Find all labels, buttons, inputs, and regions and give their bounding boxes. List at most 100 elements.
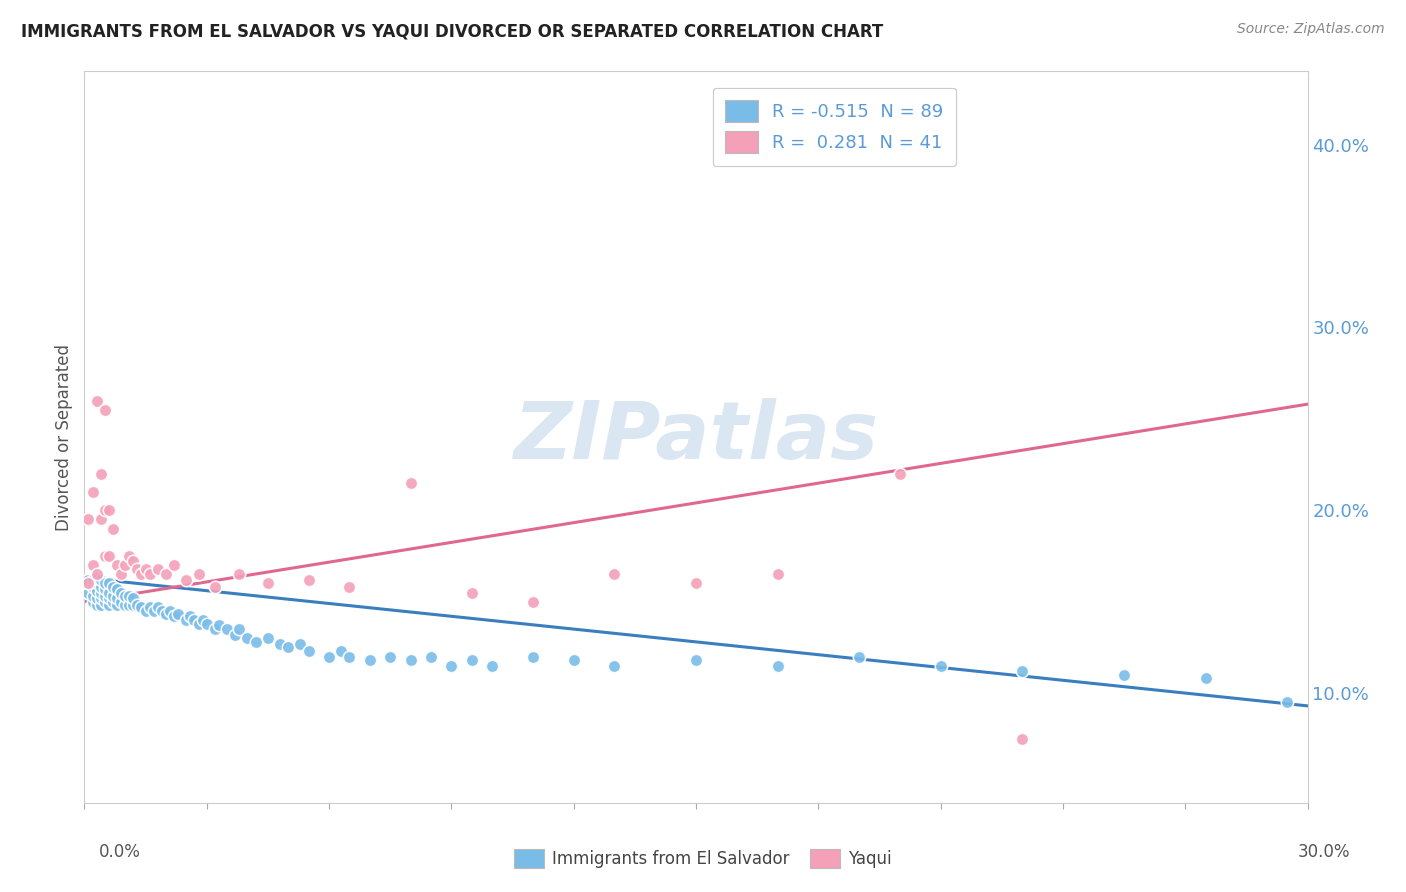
Point <box>399 653 422 667</box>
Point <box>114 589 136 603</box>
Point <box>127 599 149 613</box>
Point <box>163 558 186 573</box>
Point <box>127 562 149 576</box>
Point <box>150 604 173 618</box>
Point <box>90 599 112 613</box>
Point <box>97 503 120 517</box>
Point <box>101 589 124 603</box>
Point <box>848 649 870 664</box>
Point <box>217 622 239 636</box>
Point <box>461 585 484 599</box>
Point <box>93 576 115 591</box>
Text: 0.0%: 0.0% <box>98 843 141 861</box>
Point <box>1011 664 1033 678</box>
Point <box>269 637 291 651</box>
Point <box>97 591 120 605</box>
Point <box>461 653 484 667</box>
Point <box>118 589 141 603</box>
Point <box>245 635 267 649</box>
Point <box>929 658 952 673</box>
Point <box>889 467 911 481</box>
Point <box>77 585 100 599</box>
Point <box>118 599 141 613</box>
Point <box>135 562 157 576</box>
Y-axis label: Divorced or Separated: Divorced or Separated <box>55 343 73 531</box>
Point <box>90 467 112 481</box>
Point <box>766 567 789 582</box>
Point <box>138 600 160 615</box>
Point <box>77 576 100 591</box>
Point <box>105 599 128 613</box>
Point <box>86 571 108 585</box>
Text: Source: ZipAtlas.com: Source: ZipAtlas.com <box>1237 22 1385 37</box>
Point <box>163 609 186 624</box>
Point <box>183 613 205 627</box>
Point <box>90 512 112 526</box>
Point <box>90 585 112 599</box>
Point <box>228 622 250 636</box>
Point <box>1011 731 1033 746</box>
Point <box>562 653 585 667</box>
Point <box>114 558 136 573</box>
Point <box>122 591 145 605</box>
Point <box>766 658 789 673</box>
Point <box>298 644 321 658</box>
Point <box>420 649 443 664</box>
Point <box>101 521 124 535</box>
Point <box>204 580 226 594</box>
Point <box>110 594 132 608</box>
Point <box>522 649 544 664</box>
Point <box>155 607 177 622</box>
Point <box>339 649 361 664</box>
Point <box>380 649 402 664</box>
Point <box>77 573 100 587</box>
Point <box>97 585 120 599</box>
Point <box>90 591 112 605</box>
Point <box>105 582 128 596</box>
Point <box>118 549 141 563</box>
Point <box>138 567 160 582</box>
Point <box>330 644 353 658</box>
Point <box>399 475 422 490</box>
Point <box>86 591 108 605</box>
Point <box>187 616 209 631</box>
Point <box>110 585 132 599</box>
Point <box>93 594 115 608</box>
Point <box>97 549 120 563</box>
Point <box>204 622 226 636</box>
Point <box>135 604 157 618</box>
Point <box>290 637 312 651</box>
Point <box>685 576 707 591</box>
Point <box>97 576 120 591</box>
Point <box>1195 672 1218 686</box>
Point <box>86 583 108 598</box>
Text: ZIPatlas: ZIPatlas <box>513 398 879 476</box>
Legend: Immigrants from El Salvador, Yaqui: Immigrants from El Salvador, Yaqui <box>508 842 898 875</box>
Point <box>208 618 231 632</box>
Point <box>191 613 214 627</box>
Point <box>86 576 108 591</box>
Point <box>298 573 321 587</box>
Point <box>82 589 104 603</box>
Point <box>146 600 169 615</box>
Point <box>90 580 112 594</box>
Point <box>257 576 280 591</box>
Text: IMMIGRANTS FROM EL SALVADOR VS YAQUI DIVORCED OR SEPARATED CORRELATION CHART: IMMIGRANTS FROM EL SALVADOR VS YAQUI DIV… <box>21 22 883 40</box>
Point <box>685 653 707 667</box>
Point <box>195 616 218 631</box>
Point <box>131 567 153 582</box>
Point <box>159 604 181 618</box>
Point <box>93 503 115 517</box>
Point <box>167 607 190 622</box>
Point <box>93 549 115 563</box>
Point <box>93 589 115 603</box>
Point <box>187 567 209 582</box>
Point <box>105 558 128 573</box>
Legend: R = -0.515  N = 89, R =  0.281  N = 41: R = -0.515 N = 89, R = 0.281 N = 41 <box>713 87 956 166</box>
Point <box>174 573 197 587</box>
Point <box>522 594 544 608</box>
Point <box>603 567 626 582</box>
Point <box>82 558 104 573</box>
Point <box>114 599 136 613</box>
Point <box>1277 695 1299 709</box>
